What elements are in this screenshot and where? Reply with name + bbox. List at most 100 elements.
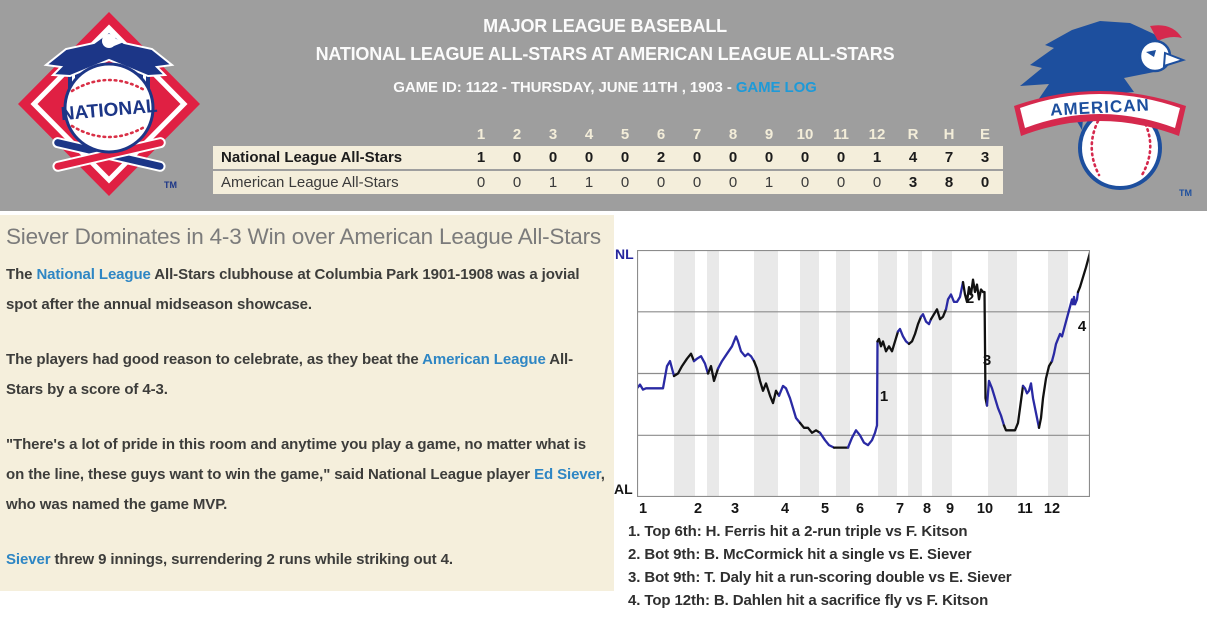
linescore-column-header: 11 <box>833 125 849 143</box>
inning-score-cell: 0 <box>571 146 607 169</box>
inning-score-cell: 1 <box>571 171 607 194</box>
win-prob-line-al-segment <box>672 352 696 378</box>
inning-tick-label: 6 <box>855 501 865 517</box>
key-play-marker: 2 <box>966 290 974 307</box>
chart-nl-axis-label: NL <box>615 246 634 262</box>
inning-score-cell: 0 <box>715 171 751 194</box>
win-prob-line-nl-segment <box>818 431 836 449</box>
league-title: MAJOR LEAGUE BASEBALL <box>483 16 727 36</box>
inning-score-cell: 0 <box>751 146 787 169</box>
linescore-column-header: 3 <box>548 125 558 143</box>
matchup-title: NATIONAL LEAGUE ALL-STARS AT AMERICAN LE… <box>315 44 895 64</box>
linescore-column-header: 4 <box>584 125 594 143</box>
win-prob-line-nl-segment <box>985 379 1006 427</box>
inning-score-cell: 0 <box>823 171 859 194</box>
win-prob-line-al-segment <box>961 278 989 407</box>
win-prob-line-al-segment <box>876 330 900 353</box>
inning-tick-label: 10 <box>976 501 994 517</box>
win-prob-line-nl-segment <box>637 359 676 391</box>
article-paragraph: "There's a lot of pride in this room and… <box>6 436 605 513</box>
nl-logo-bats <box>52 137 166 172</box>
errors-cell: 0 <box>967 171 1003 194</box>
win-prob-line-nl-segment <box>846 340 879 449</box>
inning-tick-label: 3 <box>730 501 740 517</box>
al-logo-tm: TM <box>1179 188 1192 198</box>
win-prob-line-nl-segment <box>896 327 911 346</box>
errors-cell: 3 <box>967 146 1003 169</box>
inning-score-cell: 0 <box>787 146 823 169</box>
linescore-column-header: E <box>979 125 990 143</box>
recap-article: Siever Dominates in 4-3 Win over America… <box>0 215 614 591</box>
inning-score-cell: 1 <box>463 146 499 169</box>
linescore-column-header: 7 <box>692 125 702 143</box>
win-prob-line-al-segment <box>929 308 948 321</box>
linescore-column-header: 12 <box>868 125 886 143</box>
inning-tick-label: 9 <box>945 501 955 517</box>
inning-score-cell: 0 <box>679 171 715 194</box>
linescore-team-row: National League All-Stars 1 0 0 0 0 2 0 0 0 0 0 1 4 7 3 <box>213 146 1003 169</box>
linescore-table: 1 2 3 4 5 6 7 8 9 10 11 12 R H E National League All-St… <box>213 122 1003 196</box>
key-play-marker: 1 <box>880 388 888 405</box>
nl-eagle-icon <box>43 30 175 78</box>
inning-tick-label: 8 <box>922 501 932 517</box>
inning-score-cell: 0 <box>607 171 643 194</box>
win-prob-line-nl-segment <box>919 313 933 326</box>
win-prob-line-al-segment <box>1002 384 1025 432</box>
article-inline-link[interactable]: National League <box>36 266 151 283</box>
inning-score-cell: 0 <box>463 171 499 194</box>
inning-score-cell: 1 <box>535 171 571 194</box>
key-play-item: 4. Top 12th: B. Dahlen hit a sacrifice f… <box>628 592 989 609</box>
inning-score-cell: 0 <box>787 171 823 194</box>
article-inline-link[interactable]: Ed Siever <box>534 466 601 483</box>
key-play-item: 1. Top 6th: H. Ferris hit a 2-run triple… <box>628 523 968 540</box>
game-header: NATIONAL TM MAJOR LEAGUE BASEBALL NATION… <box>0 0 1207 211</box>
article-headline: Siever Dominates in 4-3 Win over America… <box>6 224 601 249</box>
inning-tick-label: 5 <box>820 501 830 517</box>
inning-tick-label: 1 <box>638 501 648 517</box>
linescore-column-header: 8 <box>728 125 738 143</box>
linescore-column-header: H <box>943 125 955 143</box>
linescore-column-header: R <box>907 125 919 143</box>
win-prob-line-al-segment <box>1037 359 1054 429</box>
linescore-column-header: 9 <box>764 125 774 143</box>
article-body: The National League All-Stars clubhouse … <box>6 260 605 575</box>
linescore-column-header: 10 <box>796 125 814 143</box>
inning-score-cell: 0 <box>679 146 715 169</box>
inning-tick-label: 12 <box>1043 501 1061 517</box>
linescore-column-header: 5 <box>620 125 630 143</box>
win-prob-line-nl-segment <box>692 355 710 375</box>
win-prob-line-al-segment <box>907 315 923 346</box>
chart-border <box>637 250 1090 497</box>
inning-score-cell: 0 <box>535 146 571 169</box>
runs-cell: 3 <box>895 171 931 194</box>
nl-logo-inner-diamond <box>30 24 188 184</box>
inning-score-cell: 0 <box>499 171 535 194</box>
team-name: American League All-Stars <box>213 171 463 194</box>
game-log-link[interactable]: GAME LOG <box>735 79 817 96</box>
american-league-logo: AMERICAN TM <box>1014 21 1192 198</box>
inning-tick-label: 11 <box>1017 501 1033 517</box>
chart-inning-axis: 1 2 3 4 5 6 7 8 9 10 11 12 <box>637 501 1090 518</box>
inning-score-cell: 2 <box>643 146 679 169</box>
inning-score-cell: 0 <box>643 171 679 194</box>
inning-score-cell: 0 <box>859 171 895 194</box>
key-play-item: 2. Bot 9th: B. McCormick hit a single vs… <box>628 546 972 563</box>
inning-score-cell: 0 <box>499 146 535 169</box>
article-inline-link[interactable]: American League <box>422 351 546 368</box>
hits-cell: 7 <box>931 146 967 169</box>
inning-score-cell: 0 <box>823 146 859 169</box>
nl-logo-baseball: NATIONAL <box>60 62 159 154</box>
runs-cell: 4 <box>895 146 931 169</box>
article-paragraph: The players had good reason to celebrate… <box>6 351 573 398</box>
win-prob-line-nl-segment <box>944 280 965 311</box>
key-play-marker: 4 <box>1078 318 1087 335</box>
linescore-column-header: 1 <box>476 125 486 143</box>
linescore-column-header: 2 <box>512 125 522 143</box>
article-inline-link[interactable]: Siever <box>6 551 51 568</box>
inning-score-cell: 1 <box>859 146 895 169</box>
article-paragraph: The National League All-Stars clubhouse … <box>6 266 580 313</box>
linescore-column-header: 6 <box>656 125 666 143</box>
nl-logo-tm: TM <box>164 180 177 190</box>
win-prob-line-nl-segment <box>1021 382 1041 429</box>
